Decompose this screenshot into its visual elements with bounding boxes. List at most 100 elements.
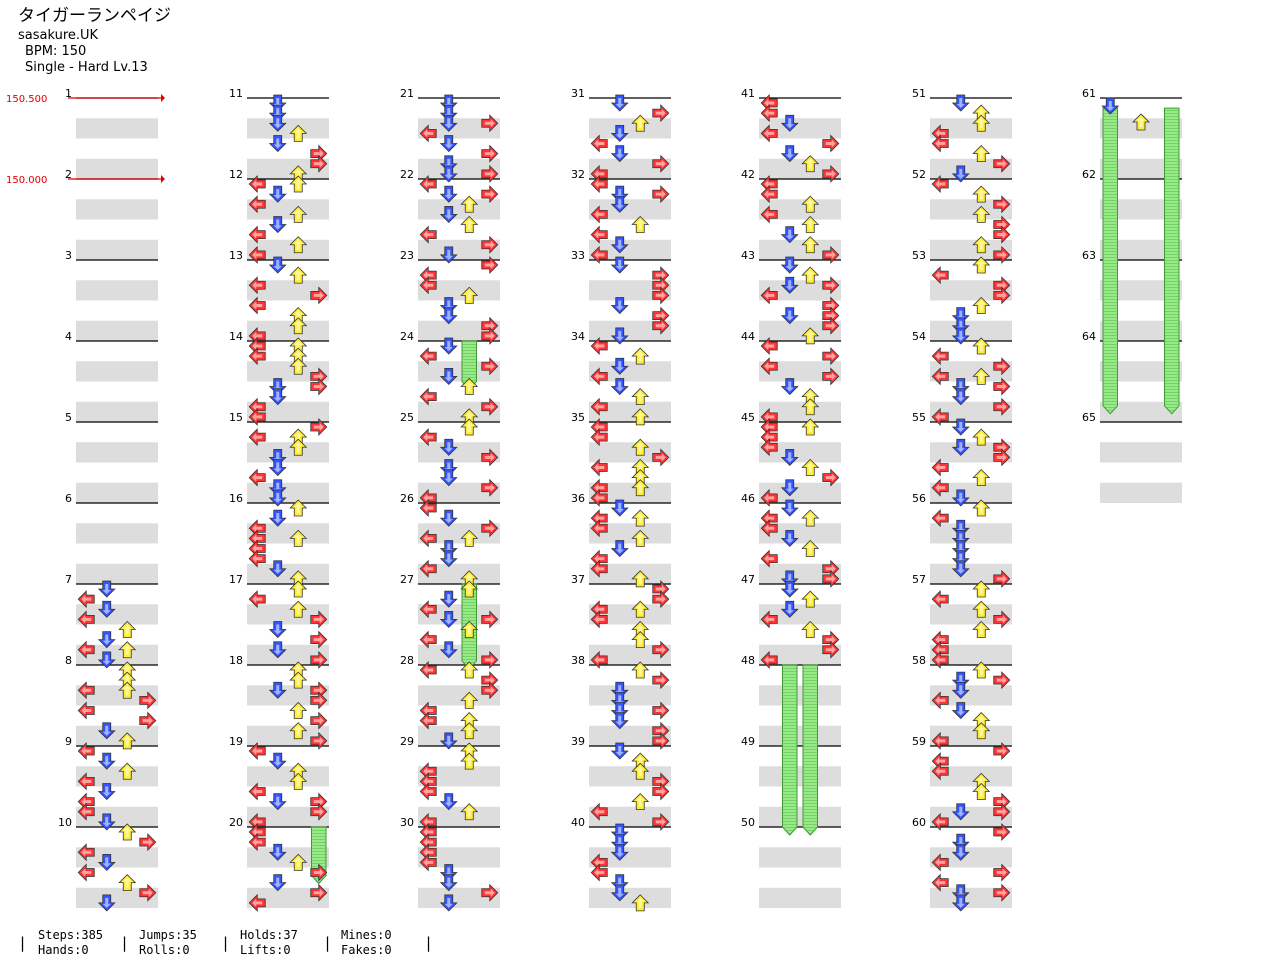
- arrow-shine: [996, 230, 1007, 239]
- step-arrow: [77, 681, 95, 700]
- arrow-shine: [806, 219, 815, 230]
- arrow-shine: [252, 838, 263, 847]
- arrow-shine: [273, 644, 282, 655]
- arrow-shine: [636, 624, 645, 635]
- measure-number: 15: [229, 411, 243, 424]
- step-arrow: [972, 580, 991, 598]
- step-arrow: [481, 883, 499, 902]
- arrow-shine: [996, 868, 1007, 877]
- lifts-count: Lifts:0: [240, 943, 291, 957]
- step-arrow: [268, 874, 287, 892]
- beat-shade: [418, 847, 500, 868]
- arrow-shine: [123, 675, 132, 686]
- beat-shade: [930, 442, 1012, 463]
- step-arrow: [460, 377, 479, 395]
- step-arrow: [460, 661, 479, 679]
- step-arrow: [590, 519, 608, 538]
- arrow-shine: [123, 665, 132, 675]
- beat-shade: [589, 604, 671, 625]
- step-arrow: [460, 691, 479, 709]
- beat-shade: [930, 685, 1012, 706]
- beat-shade: [589, 806, 671, 827]
- measure-number: 27: [400, 573, 414, 586]
- beat-shade: [418, 401, 500, 422]
- step-arrow: [801, 236, 820, 254]
- arrow-shine: [806, 624, 815, 635]
- arrow-shine: [655, 159, 666, 168]
- arrow-shine: [615, 128, 624, 139]
- arrow-shine: [594, 807, 605, 816]
- step-arrow: [460, 529, 479, 547]
- arrow-shine: [484, 686, 495, 695]
- step-arrow: [439, 205, 458, 223]
- step-arrow: [268, 509, 287, 527]
- step-arrow: [610, 327, 629, 345]
- beat-shade: [589, 766, 671, 787]
- arrow-shine: [294, 766, 303, 777]
- beat-shade: [247, 887, 329, 908]
- step-arrow: [801, 388, 820, 406]
- beat-shade: [1100, 239, 1182, 260]
- step-arrow: [268, 388, 287, 406]
- step-arrow: [289, 853, 308, 871]
- step-arrow: [268, 681, 287, 699]
- arrow-shine: [764, 433, 775, 442]
- step-arrow: [460, 742, 479, 760]
- beat-shade: [247, 806, 329, 827]
- step-arrow: [268, 560, 287, 578]
- arrow-shine: [655, 271, 666, 280]
- step-arrow: [481, 185, 499, 204]
- beat-shade: [759, 118, 841, 139]
- beat-shade: [418, 766, 500, 787]
- arrow-shine: [996, 807, 1007, 816]
- step-arrow: [652, 580, 670, 598]
- step-arrow: [97, 722, 116, 740]
- arrow-shine: [484, 615, 495, 624]
- beat-shade: [418, 361, 500, 382]
- step-arrow: [652, 701, 670, 720]
- step-arrow: [631, 529, 650, 547]
- arrow-shine: [935, 595, 946, 604]
- arrow-shine: [294, 573, 303, 584]
- step-arrow: [780, 499, 799, 517]
- arrow-shine: [655, 291, 666, 300]
- beat-shade: [589, 887, 671, 908]
- step-arrow: [822, 276, 840, 295]
- arrow-shine: [423, 767, 434, 776]
- step-arrow: [631, 509, 650, 527]
- beat-shade: [247, 847, 329, 868]
- arrow-shine: [294, 270, 303, 281]
- arrow-shine: [252, 281, 263, 290]
- beat-shade: [247, 685, 329, 706]
- beat-shade: [247, 766, 329, 787]
- arrow-shine: [615, 199, 624, 210]
- step-arrow: [993, 863, 1011, 882]
- step-arrow: [419, 266, 437, 285]
- measure-number: 36: [571, 492, 585, 505]
- step-arrow: [631, 347, 650, 365]
- arrow-shine: [825, 321, 836, 330]
- step-arrow: [931, 873, 949, 892]
- step-arrow: [760, 428, 778, 447]
- step-arrow: [248, 742, 266, 760]
- arrow-shine: [444, 442, 453, 453]
- arrow-shine: [465, 381, 474, 392]
- step-arrow: [481, 316, 499, 335]
- arrow-shine: [81, 686, 92, 695]
- arrow-shine: [977, 624, 986, 635]
- step-arrow: [780, 226, 799, 244]
- measure-number: 63: [1082, 249, 1096, 262]
- step-arrow: [631, 570, 650, 588]
- arrow-shine: [465, 573, 474, 584]
- arrow-shine: [484, 888, 495, 897]
- measure-number: 5: [65, 411, 72, 424]
- step-arrow: [760, 185, 778, 204]
- beat-shade: [759, 766, 841, 787]
- beat-shade: [759, 401, 841, 422]
- arrow-shine: [444, 735, 453, 746]
- arrow-shine: [996, 747, 1007, 755]
- beat-shade: [759, 158, 841, 179]
- arrow-shine: [313, 291, 324, 300]
- arrow-shine: [423, 777, 434, 786]
- measure-number: 61: [1082, 87, 1096, 100]
